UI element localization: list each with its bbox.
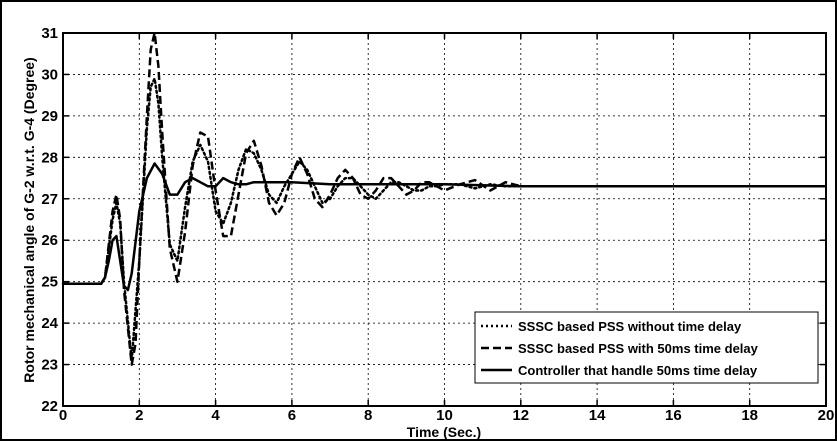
y-axis-title: Rotor mechanical angle of G-2 w.r.t. G-4… [21,57,37,382]
y-tick-label: 27 [41,191,58,208]
legend-label-controller: Controller that handle 50ms time delay [518,363,758,378]
x-tick-label: 4 [211,407,220,424]
series-lines [61,31,828,366]
legend: SSSC based PSS without time delay SSSC b… [474,311,819,384]
y-tick-label: 26 [41,232,58,249]
y-tick-label: 24 [41,315,58,332]
x-tick-label: 20 [818,407,835,424]
series-line-controller [63,162,826,292]
y-tick-label: 23 [41,357,58,374]
y-tick-label: 30 [41,66,58,83]
y-tick-label: 29 [41,108,58,125]
x-tick-label: 12 [512,407,529,424]
series-line-with-delay [63,31,826,366]
legend-label-with-delay: SSSC based PSS with 50ms time delay [518,341,759,356]
x-tick-label: 6 [288,407,296,424]
y-tick-labels: 22 23 24 25 26 27 28 29 30 31 [41,25,58,415]
legend-label-without-delay: SSSC based PSS without time delay [518,319,742,334]
x-tick-label: 8 [364,407,372,424]
x-axis-title: Time (Sec.) [407,424,481,440]
y-tick-label: 25 [41,274,58,291]
x-tick-label: 16 [665,407,682,424]
plot-area-border [62,32,827,407]
y-tick-label: 31 [41,25,58,42]
y-tick-label: 22 [41,398,58,415]
legend-box [474,311,819,384]
x-tick-label: 0 [59,407,67,424]
x-tick-label: 14 [589,407,606,424]
x-tick-label: 2 [135,407,143,424]
x-tick-label: 18 [741,407,758,424]
x-tick-labels: 0 2 4 6 8 10 12 14 16 18 20 [59,407,835,424]
x-tick-label: 10 [436,407,453,424]
y-tick-label: 28 [41,149,58,166]
